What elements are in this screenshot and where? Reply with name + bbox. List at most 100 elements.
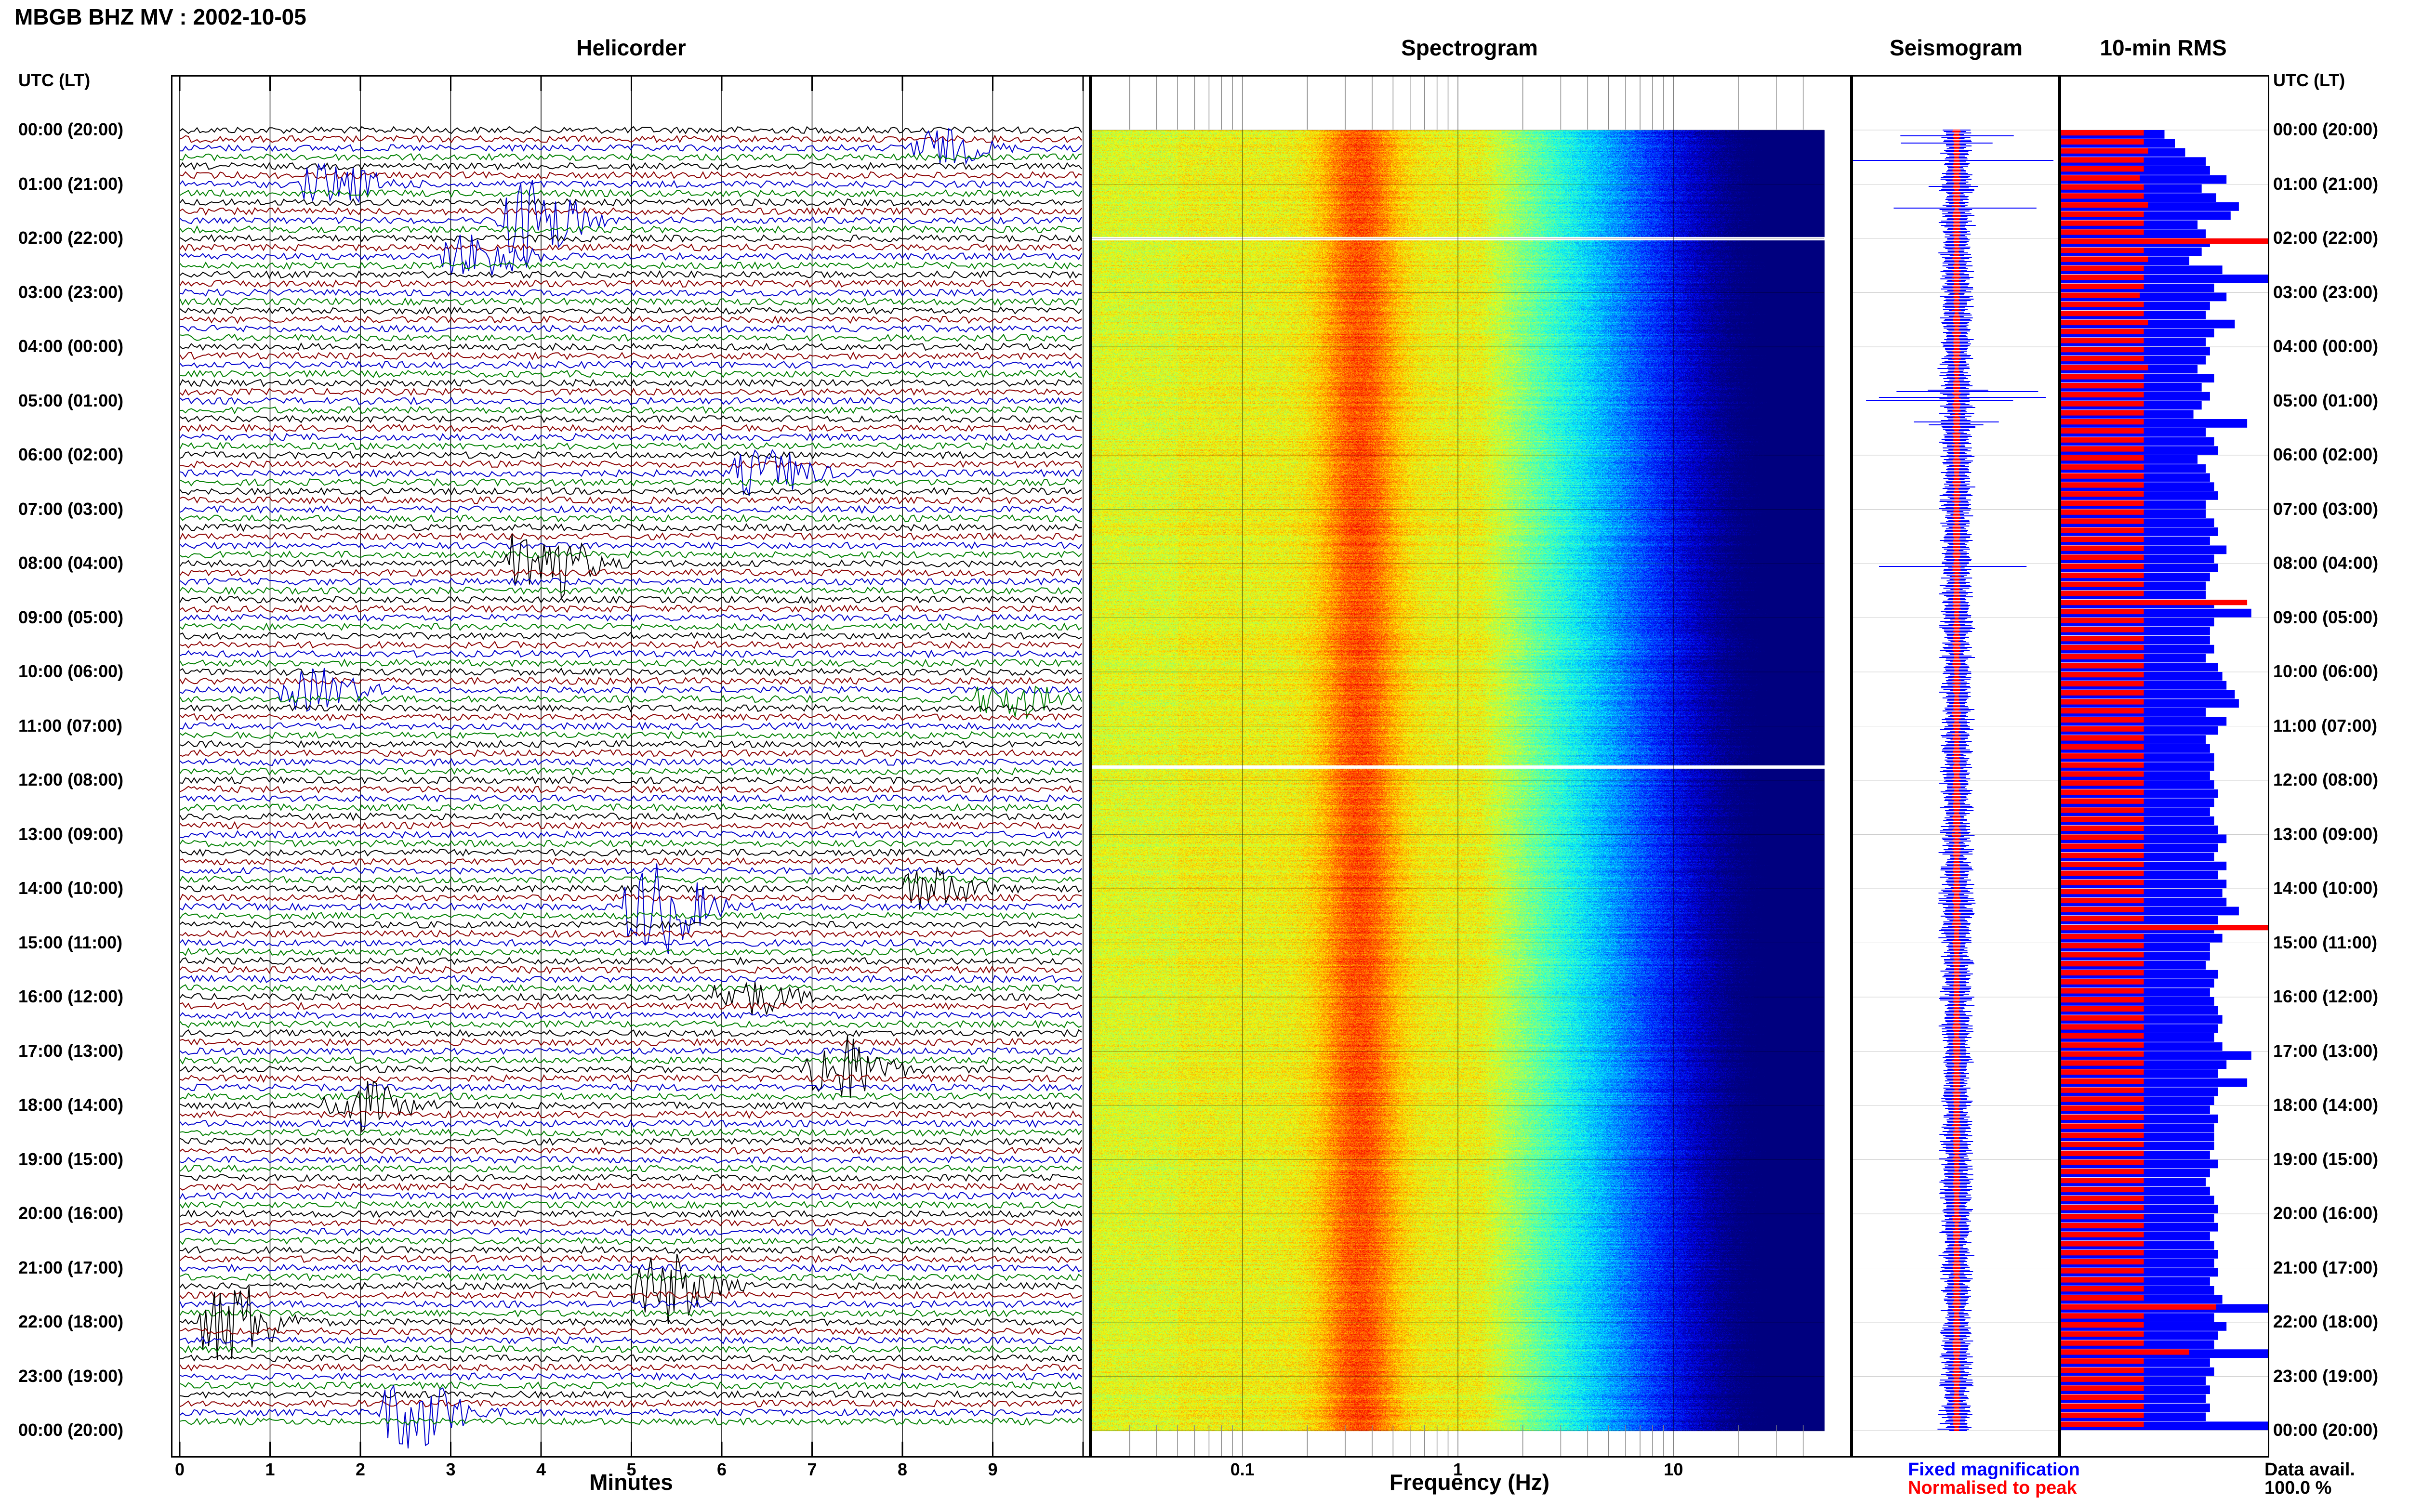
rms-bar-normalised xyxy=(2061,925,2268,931)
spectrogram-title: Spectrogram xyxy=(1401,35,1538,60)
helicorder-trace xyxy=(179,812,1082,821)
hour-label-right: 14:00 (10:00) xyxy=(2273,878,2379,898)
helicorder-trace xyxy=(179,153,1082,161)
helicorder-trace xyxy=(179,1372,1082,1381)
rms-bar-normalised xyxy=(2061,265,2144,271)
rms-bar-normalised xyxy=(2061,1196,2144,1201)
rms-bar-normalised xyxy=(2061,897,2144,904)
helicorder-title: Helicorder xyxy=(576,35,686,60)
rms-bar-normalised xyxy=(2061,509,2144,515)
helicorder-chart xyxy=(179,77,1084,1456)
hour-label-left: 00:00 (20:00) xyxy=(18,1420,124,1440)
helicorder-trace xyxy=(179,965,1082,974)
spectrogram-axis xyxy=(1092,77,1824,1456)
helicorder-trace xyxy=(179,830,1082,839)
helicorder-trace xyxy=(179,776,1082,785)
helicorder-trace xyxy=(179,387,1082,396)
hour-label-right: 08:00 (04:00) xyxy=(2273,553,2379,573)
rms-bar-normalised xyxy=(2061,211,2144,217)
hour-label-left: 08:00 (04:00) xyxy=(18,553,124,573)
helicorder-trace xyxy=(179,289,1082,297)
hour-label-right: 01:00 (21:00) xyxy=(2273,173,2379,194)
helicorder-panel xyxy=(171,75,1090,1458)
rms-bar-normalised xyxy=(2061,283,2144,289)
rms-bar-normalised xyxy=(2061,1277,2144,1283)
hour-label-left: 22:00 (18:00) xyxy=(18,1312,124,1331)
rms-bar-normalised xyxy=(2061,1331,2144,1337)
rms-bar-normalised xyxy=(2061,1223,2144,1229)
helicorder-trace xyxy=(179,225,1082,234)
rms-bar-normalised xyxy=(2061,1006,2144,1012)
rms-bar-normalised xyxy=(2061,1159,2144,1165)
spectrogram-x-label: Frequency (Hz) xyxy=(1389,1470,1550,1495)
helicorder-trace xyxy=(179,920,1082,929)
hour-label-left: 01:00 (21:00) xyxy=(18,173,124,194)
rms-bar-normalised xyxy=(2061,1340,2144,1346)
hour-label-right: 21:00 (17:00) xyxy=(2273,1257,2379,1277)
rms-bar-normalised xyxy=(2061,446,2144,452)
helicorder-trace xyxy=(179,451,1082,460)
hour-label-right: 00:00 (20:00) xyxy=(2273,119,2379,139)
helicorder-trace xyxy=(179,1273,1082,1282)
utc-header-left: UTC (LT) xyxy=(18,70,91,90)
rms-title: 10-min RMS xyxy=(2100,35,2227,60)
helicorder-trace xyxy=(179,1173,1082,1182)
helicorder-trace xyxy=(179,1035,1082,1098)
helicorder-trace xyxy=(179,622,1082,631)
rms-bar-normalised xyxy=(2061,853,2144,858)
rms-bar-normalised xyxy=(2061,988,2144,994)
helicorder-trace xyxy=(179,134,1082,144)
rms-bar-normalised xyxy=(2061,907,2144,912)
rms-bar-normalised xyxy=(2061,735,2144,741)
helicorder-trace xyxy=(179,433,1082,442)
helicorder-trace xyxy=(179,1137,1082,1146)
helicorder-trace xyxy=(179,658,1082,668)
rms-bar-normalised xyxy=(2061,1286,2144,1292)
hour-label-left: 07:00 (03:00) xyxy=(18,499,124,519)
rms-bar-normalised xyxy=(2061,401,2144,407)
rms-bar-normalised xyxy=(2061,1042,2144,1048)
hour-label-right: 22:00 (18:00) xyxy=(2273,1312,2379,1331)
rms-bar-normalised xyxy=(2061,193,2144,199)
rms-bar-normalised xyxy=(2061,311,2144,316)
rms-bar-normalised xyxy=(2061,491,2144,497)
rms-bar-normalised xyxy=(2061,1078,2144,1084)
rms-bar-normalised xyxy=(2061,175,2140,181)
rms-bar-normalised xyxy=(2061,1313,2144,1319)
helicorder-trace xyxy=(179,956,1082,966)
helicorder-trace xyxy=(179,867,1082,910)
rms-bar-normalised xyxy=(2061,1051,2144,1057)
rms-bar-normalised xyxy=(2061,1150,2144,1157)
legend-fixed-magnification: Fixed magnification xyxy=(1908,1459,2080,1480)
helicorder-trace xyxy=(179,722,1082,731)
rms-bar-normalised xyxy=(2061,636,2144,642)
rms-bar-normalised xyxy=(2061,275,2144,280)
rms-bar-normalised xyxy=(2061,608,2144,615)
helicorder-trace xyxy=(179,324,1082,333)
helicorder-trace xyxy=(179,1390,1082,1399)
helicorder-trace xyxy=(179,423,1082,433)
helicorder-x-tick-label: 0 xyxy=(174,1459,185,1479)
helicorder-trace xyxy=(179,974,1082,984)
helicorder-trace xyxy=(179,505,1082,514)
rms-bar-normalised xyxy=(2061,1259,2144,1265)
helicorder-trace xyxy=(179,360,1082,369)
hour-label-right: 15:00 (11:00) xyxy=(2273,932,2378,952)
rms-bar-normalised xyxy=(2061,961,2144,967)
rms-bar-normalised xyxy=(2061,319,2148,326)
hour-label-right: 03:00 (23:00) xyxy=(2273,282,2379,302)
helicorder-trace xyxy=(179,1092,1082,1101)
rms-bar-normalised xyxy=(2061,1367,2144,1373)
helicorder-trace xyxy=(179,234,1082,243)
page-title: MBGB BHZ MV : 2002-10-05 xyxy=(14,4,306,29)
rms-bar-normalised xyxy=(2061,1033,2144,1039)
rms-bar-normalised xyxy=(2061,202,2148,208)
rms-bar-normalised xyxy=(2061,681,2144,687)
hour-label-left: 20:00 (16:00) xyxy=(18,1203,124,1223)
rms-bar-normalised xyxy=(2061,798,2144,804)
helicorder-trace xyxy=(179,911,1082,920)
helicorder-x-tick-label: 9 xyxy=(988,1459,998,1479)
helicorder-trace xyxy=(179,1253,1082,1324)
rms-bar-normalised xyxy=(2061,392,2144,398)
helicorder-trace xyxy=(179,1191,1082,1200)
